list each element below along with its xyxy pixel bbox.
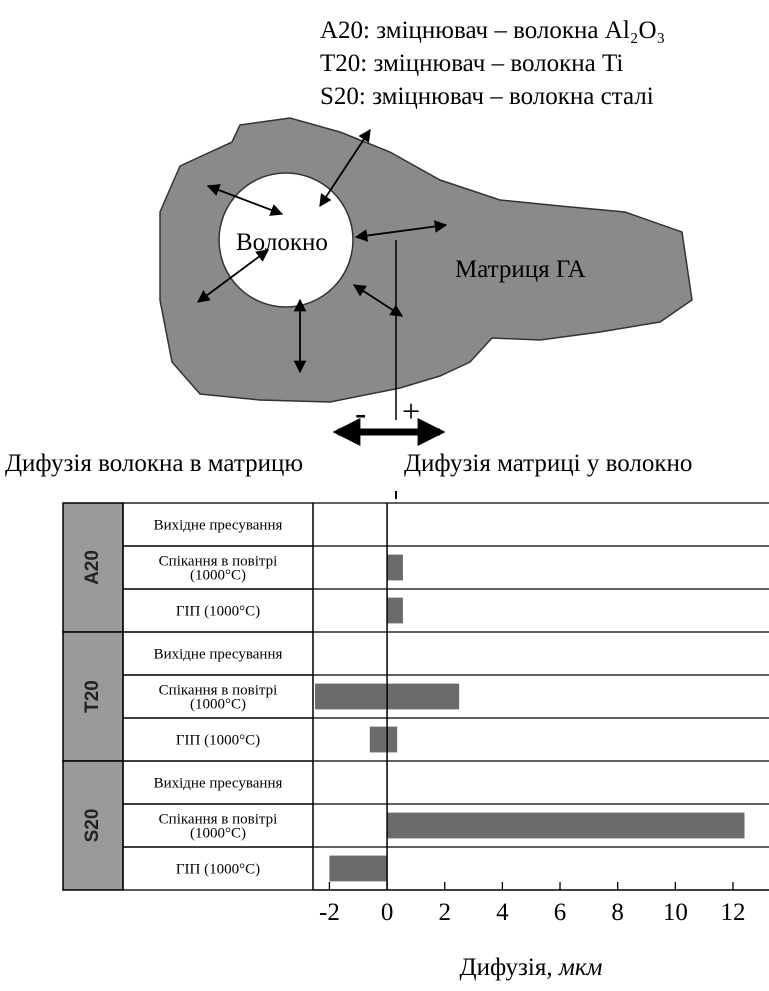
group-box <box>62 760 124 891</box>
row-label: Вихідне пресування <box>154 518 283 534</box>
x-tick-label: 12 <box>720 899 745 926</box>
row-label: ГІП (1000°C) <box>176 604 260 620</box>
legend-line: T20: зміцнювач – волокна Ti <box>320 50 623 77</box>
chart: A20 T20 S20 Вихідне пресування Спікання в по… <box>62 502 769 981</box>
bar <box>387 812 745 839</box>
diagram: A20: зміцнювач – волокна Al₂O₃ T20: зміц… <box>5 17 693 499</box>
x-axis-label-text: Дифузія, <box>460 954 559 981</box>
group-label: S20 <box>82 809 103 843</box>
x-tick-label: 4 <box>496 899 509 926</box>
x-tick-label: -2 <box>319 899 340 926</box>
bar <box>387 597 403 624</box>
plus-sign: + <box>402 393 420 429</box>
diffusion-arrows <box>196 128 448 374</box>
row-label: ГІП (1000°C) <box>176 733 260 749</box>
row-label: Спікання в повітрі (1000°C) <box>159 683 278 713</box>
row-label: ГІП (1000°C) <box>176 862 260 878</box>
group-label: A20 <box>82 550 103 585</box>
bar <box>369 726 398 753</box>
x-axis-label-unit: мкм <box>558 954 603 981</box>
group-box <box>62 502 124 633</box>
fiber-label: Волокно <box>236 229 328 256</box>
minus-sign: - <box>355 395 366 432</box>
bar <box>329 855 388 882</box>
legend-line: S20: зміцнювач – волокна сталі <box>320 83 654 110</box>
row-label: Спікання в повітрі (1000°C) <box>159 812 278 842</box>
x-tick-label: 8 <box>611 899 624 926</box>
x-tick-label: 10 <box>663 899 688 926</box>
bar <box>387 554 403 581</box>
legend-line: A20: зміцнювач – волокна Al₂O₃ <box>320 17 665 44</box>
x-tick-label: 0 <box>381 899 394 926</box>
left-caption: Дифузія волокна в матрицю <box>5 450 303 477</box>
row-label: Вихідне пресування <box>154 776 283 792</box>
group-label: T20 <box>82 680 103 713</box>
x-axis-label: Дифузія, мкм <box>460 954 603 981</box>
x-tick-label: 2 <box>438 899 451 926</box>
matrix-label: Матриця ГА <box>455 256 586 283</box>
row-label: Вихідне пресування <box>154 647 283 663</box>
right-caption: Дифузія матриці у волокно <box>404 450 692 477</box>
row-label: Спікання в повітрі (1000°C) <box>159 554 278 584</box>
x-tick-label: 6 <box>554 899 567 926</box>
